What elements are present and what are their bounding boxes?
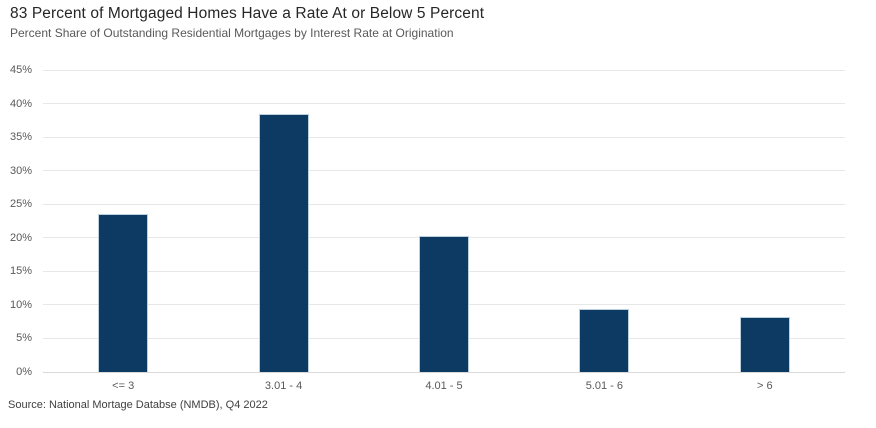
y-tick-label-0: 0% xyxy=(16,366,32,378)
x-tick-label-3: 5.01 - 6 xyxy=(585,380,624,392)
x-tick-label-1: 3.01 - 4 xyxy=(264,380,303,392)
y-tick-label-45: 45% xyxy=(9,64,32,76)
y-tick-label-20: 20% xyxy=(9,231,32,244)
gridline-25 xyxy=(43,203,845,205)
y-tick-label-5: 5% xyxy=(16,332,32,345)
x-tick-label-2: 4.01 - 5 xyxy=(425,380,463,392)
bar--6 xyxy=(739,316,790,372)
x-tick-label-0: <= 3 xyxy=(112,380,135,392)
bar--3 xyxy=(98,214,149,372)
y-tick-label-25: 25% xyxy=(9,198,32,211)
bar-5-01-6 xyxy=(579,308,630,372)
gridline-45 xyxy=(43,69,845,71)
y-axis-tick-labels: 0% 5% 10% 15% 20% 25% 30% 35% 40% 45% xyxy=(0,64,32,378)
y-tick-label-35: 35% xyxy=(9,131,32,144)
y-tick-label-40: 40% xyxy=(9,97,32,110)
source-note: Source: National Mortage Databse (NMDB),… xyxy=(8,399,268,411)
y-tick-label-15: 15% xyxy=(9,265,32,278)
y-tick-label-10: 10% xyxy=(9,298,32,311)
chart-title: 83 Percent of Mortgaged Homes Have a Rat… xyxy=(10,5,485,22)
bar-3-01-4 xyxy=(258,113,309,372)
x-axis-line xyxy=(43,372,845,373)
bar-4-01-5 xyxy=(419,235,469,372)
gridline-30 xyxy=(43,170,845,172)
y-tick-label-30: 30% xyxy=(9,164,32,177)
gridline-35 xyxy=(43,136,845,138)
plot-area xyxy=(43,69,845,373)
chart-subtitle: Percent Share of Outstanding Residential… xyxy=(10,26,454,40)
x-tick-label-4: > 6 xyxy=(756,380,773,392)
gridline-40 xyxy=(43,103,845,105)
x-axis-tick-labels: <= 3 3.01 - 4 4.01 - 5 5.01 - 6 > 6 xyxy=(43,380,845,394)
